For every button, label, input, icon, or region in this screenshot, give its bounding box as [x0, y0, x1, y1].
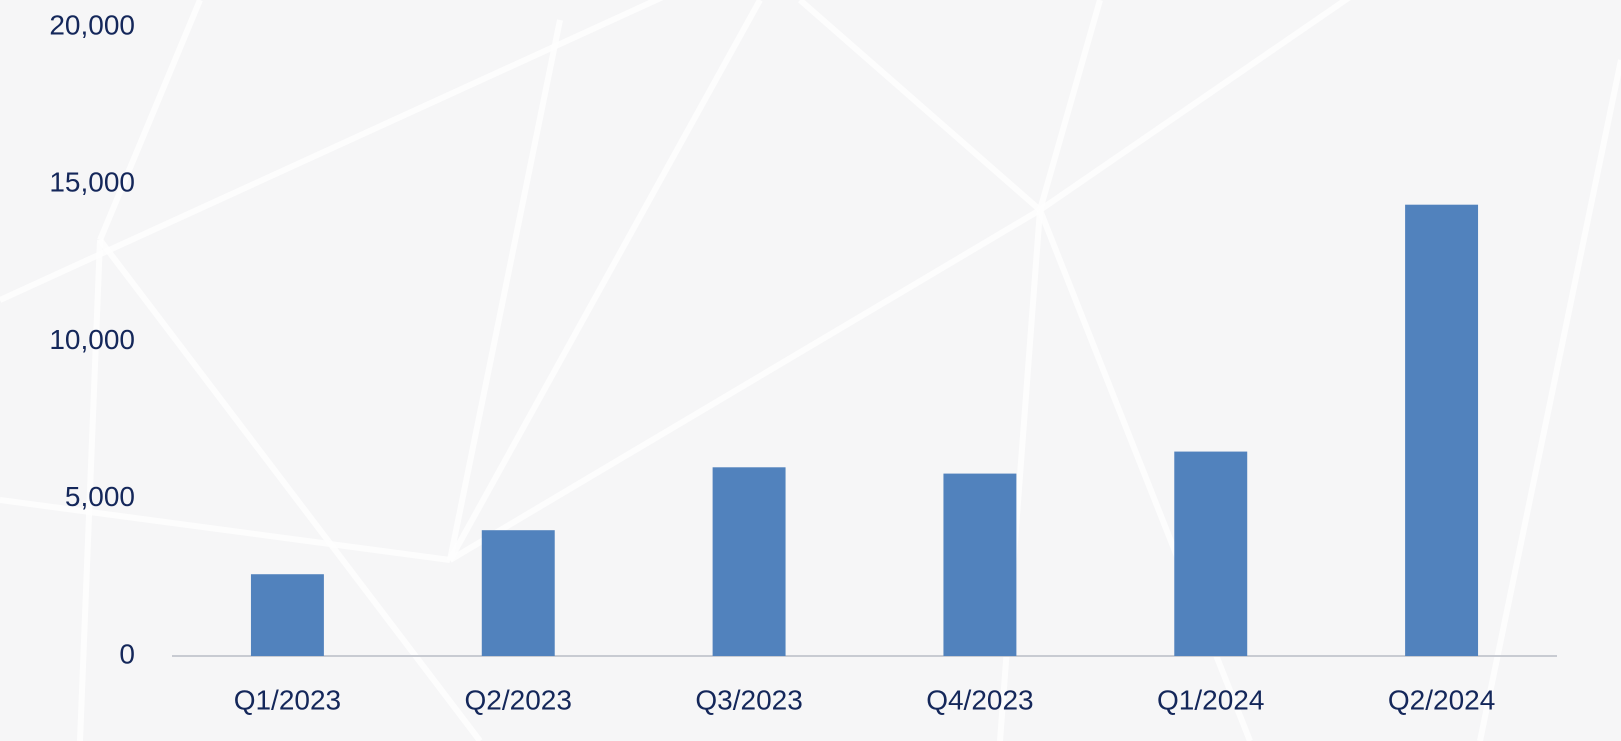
deco-line [0, 0, 664, 303]
y-tick-label: 0 [119, 638, 135, 669]
x-tick-label: Q1/2024 [1157, 684, 1264, 715]
deco-line [1038, 0, 1351, 213]
x-tick-label: Q4/2023 [926, 684, 1033, 715]
bar [712, 467, 786, 656]
deco-line [447, 19, 563, 561]
bar [943, 473, 1017, 656]
deco-line [0, 497, 451, 563]
x-tick-label: Q2/2024 [1388, 684, 1495, 715]
bar [250, 574, 324, 656]
bar [1405, 204, 1479, 656]
y-tick-label: 20,000 [49, 9, 135, 40]
x-tick-label: Q1/2023 [234, 684, 341, 715]
bar [1174, 451, 1248, 656]
deco-line [77, 239, 103, 741]
y-tick-label: 15,000 [49, 167, 135, 198]
bar [481, 530, 555, 656]
deco-line [1037, 0, 1103, 211]
x-tick-label: Q2/2023 [465, 684, 572, 715]
y-tick-label: 10,000 [49, 324, 135, 355]
deco-line [798, 0, 1042, 213]
deco-line [97, 0, 203, 242]
deco-line [1477, 59, 1621, 741]
y-tick-label: 5,000 [65, 481, 135, 512]
deco-line [97, 238, 483, 741]
deco-line [447, 0, 763, 562]
deco-line [448, 207, 1042, 563]
x-tick-label: Q3/2023 [695, 684, 802, 715]
